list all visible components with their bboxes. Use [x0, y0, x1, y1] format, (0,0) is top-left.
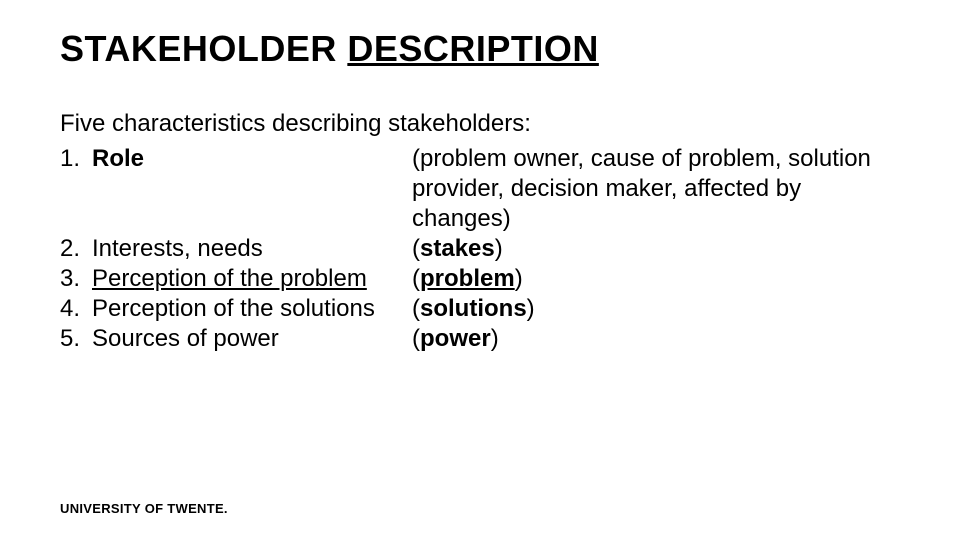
- list-term: Perception of the problem: [92, 264, 412, 294]
- list-item: 2.Interests, needs(stakes): [60, 234, 900, 264]
- list-term: Interests, needs: [92, 234, 412, 264]
- footer-branding: UNIVERSITY OF TWENTE.: [60, 501, 228, 516]
- list-number: 2.: [60, 234, 92, 264]
- intro-text: Five characteristics describing stakehol…: [60, 110, 900, 138]
- list-number: 5.: [60, 324, 92, 354]
- title-underlined: DESCRIPTION: [347, 28, 599, 69]
- list-term: Perception of the solutions: [92, 294, 412, 324]
- title-lead: STAKEHOLDER: [60, 28, 347, 69]
- list-item: 5.Sources of power(power): [60, 324, 900, 354]
- slide: STAKEHOLDER DESCRIPTION Five characteris…: [0, 0, 960, 540]
- list-definition: (stakes): [412, 234, 900, 264]
- list-definition: (power): [412, 324, 900, 354]
- list-item: 3.Perception of the problem(problem): [60, 264, 900, 294]
- characteristics-list: 1.Role(problem owner, cause of problem, …: [60, 144, 900, 354]
- list-term: Role: [92, 144, 412, 234]
- slide-title: STAKEHOLDER DESCRIPTION: [60, 28, 900, 70]
- list-item: 4.Perception of the solutions(solutions): [60, 294, 900, 324]
- list-number: 4.: [60, 294, 92, 324]
- list-definition: (solutions): [412, 294, 900, 324]
- list-number: 3.: [60, 264, 92, 294]
- list-item: 1.Role(problem owner, cause of problem, …: [60, 144, 900, 234]
- list-definition: (problem): [412, 264, 900, 294]
- list-term: Sources of power: [92, 324, 412, 354]
- list-definition: (problem owner, cause of problem, soluti…: [412, 144, 900, 234]
- list-number: 1.: [60, 144, 92, 234]
